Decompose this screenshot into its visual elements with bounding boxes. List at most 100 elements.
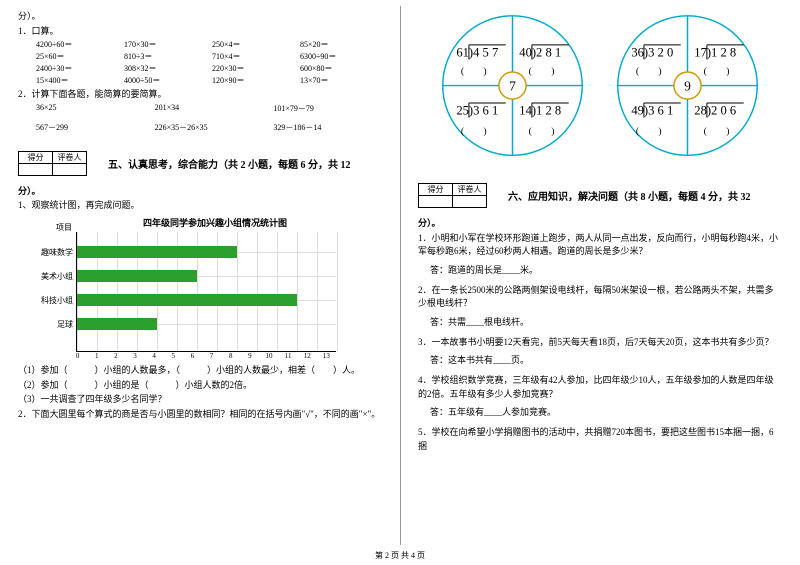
x-tick-label: 0 (68, 352, 87, 360)
c2-br: 28)2 0 6 (694, 104, 736, 118)
x-tick-label: 7 (202, 352, 221, 360)
calc-cell: 120×90＝ (212, 75, 294, 86)
fen2: 分）。 (18, 185, 382, 198)
rq2: 2．在一条长2500米的公路两侧架设电线杆，每隔50米架设一根，若公路两头不架，… (418, 284, 782, 311)
chart-title: 四年级同学参加兴趣小组情况统计图 (48, 216, 382, 229)
ra4: 答：五年级有____人参加竞赛。 (430, 405, 782, 418)
rq4: 4．学校组织数学竞赛，三年级有42人参加，比四年级少10人，五年级参加的人数是四… (418, 374, 782, 401)
calc-cell: 226×35－26×35 (155, 122, 264, 133)
bar-chart: 四年级同学参加兴趣小组情况统计图 项目 趣味数学美术小组科技小组足球 01234… (48, 216, 382, 360)
x-tick-label: 11 (279, 352, 298, 360)
q5-1: 1、观察统计图，再完成问题。 (18, 199, 382, 212)
c1-bl: 25)3 6 1 (456, 104, 498, 118)
calc-cell: 15×400＝ (36, 75, 118, 86)
paren: ( ) (529, 126, 555, 137)
x-tick-label: 6 (183, 352, 202, 360)
x-tick-label: 1 (87, 352, 106, 360)
score-table: 得分评卷人 (18, 151, 87, 176)
column-divider (400, 6, 401, 545)
y-category-label: 科技小组 (37, 295, 73, 306)
q1-label: 1．口算。 (18, 25, 382, 38)
calc-cell: 308×32＝ (124, 63, 206, 74)
paren: ( ) (704, 126, 730, 137)
c1-tl: 61)4 5 7 (456, 46, 498, 60)
calc-cell: 101×79－79 (273, 103, 382, 114)
score-h1-r: 得分 (419, 184, 453, 196)
calc-cell: 710×4＝ (212, 51, 294, 62)
section5-title: 五、认真思考，综合能力（共 2 小题，每题 6 分，共 12 (108, 160, 351, 171)
calc-grid: 4200÷60＝ 170×30＝ 250×4＝ 85×20＝ 25×60＝ 81… (36, 39, 382, 86)
paren: ( ) (461, 126, 487, 137)
ra1: 答：跑道的周长是____米。 (430, 263, 782, 276)
chart-bar (77, 246, 237, 258)
calc-cell: 600×80＝ (300, 63, 382, 74)
sub3: （3）一共调查了四年级多少名同学？ (18, 393, 382, 406)
rq1: 1．小明和小军在学校环形跑道上跑步，两人从同一点出发，反向而行，小明每秒跑4米，… (418, 232, 782, 259)
calc-cell: 6300÷90＝ (300, 51, 382, 62)
x-tick-label: 9 (240, 352, 259, 360)
c1-br: 14)1 2 8 (519, 104, 561, 118)
fen-suffix: 分）。 (18, 10, 382, 23)
page-footer: 第 2 页 共 4 页 (0, 550, 800, 561)
fen-r: 分）。 (418, 217, 782, 230)
sub1: （1）参加（ ）小组的人数最多，（ ）小组的人数最少，相差（ ）人。 (18, 364, 382, 377)
y-category-label: 足球 (37, 319, 73, 330)
ra2: 答：共需____根电线杆。 (430, 315, 782, 328)
q2-label: 2．计算下面各题，能简算的要简算。 (18, 88, 382, 101)
calc-cell: 201×34 (155, 103, 264, 114)
calc-cell: 25×60＝ (36, 51, 118, 62)
chart-bar (77, 294, 297, 306)
circles-diagram: 7 61)4 5 7 40)2 8 1 25)3 6 1 14)1 2 8 ( … (418, 10, 782, 165)
x-tick-label: 13 (317, 352, 336, 360)
ra3: 答：这本书共有____页。 (430, 353, 782, 366)
calc-cell: 220×30＝ (212, 63, 294, 74)
score-h1: 得分 (19, 151, 53, 163)
calc-cell: 250×4＝ (212, 39, 294, 50)
x-tick-label: 4 (145, 352, 164, 360)
x-tick-label: 8 (221, 352, 240, 360)
calc-cell: 810÷3＝ (124, 51, 206, 62)
x-tick-label: 12 (298, 352, 317, 360)
paren: ( ) (461, 66, 487, 77)
calc-cell: 13×70＝ (300, 75, 382, 86)
center-1: 7 (509, 78, 516, 93)
paren: ( ) (529, 66, 555, 77)
c2-bl: 49)3 6 1 (631, 104, 673, 118)
c2-tr: 17)1 2 8 (694, 46, 736, 60)
calc-cell: 567－299 (36, 122, 145, 133)
score-table-r: 得分评卷人 (418, 183, 487, 208)
chart-bar (77, 318, 157, 330)
score-h2-r: 评卷人 (453, 184, 487, 196)
left-column: 分）。 1．口算。 4200÷60＝ 170×30＝ 250×4＝ 85×20＝… (0, 0, 400, 540)
score-h2: 评卷人 (53, 151, 87, 163)
x-labels: 012345678910111213 (68, 352, 336, 360)
y-axis-label: 项目 (56, 222, 72, 233)
x-tick-label: 2 (106, 352, 125, 360)
circle-1: 7 61)4 5 7 40)2 8 1 25)3 6 1 14)1 2 8 ( … (430, 10, 595, 165)
paren: ( ) (704, 66, 730, 77)
paren: ( ) (636, 126, 662, 137)
calc-cell: 4000÷50＝ (124, 75, 206, 86)
rq3: 3．一本故事书小明要12天看完，前5天每天看18页，后7天每天20页，这本书共有… (418, 336, 782, 350)
sub2: （2）参加（ ）小组的是（ ）小组人数的2倍。 (18, 379, 382, 392)
calc-cell: 329－186－14 (273, 122, 382, 133)
y-category-label: 美术小组 (37, 271, 73, 282)
calc-cell: 170×30＝ (124, 39, 206, 50)
calc2-row2: 567－299 226×35－26×35 329－186－14 (36, 122, 382, 133)
c1-tr: 40)2 8 1 (519, 46, 561, 60)
right-column: 7 61)4 5 7 40)2 8 1 25)3 6 1 14)1 2 8 ( … (400, 0, 800, 540)
q5-2: 2．下面大圆里每个算式的商是否与小圆里的数相同？相同的在括号内画"√"，不同的画… (18, 408, 382, 421)
c2-tl: 36)3 2 0 (631, 46, 673, 60)
rq5: 5．学校在向希望小学捐赠图书的活动中，共捐赠720本图书，要把这些图书15本捆一… (418, 426, 782, 453)
calc-cell: 4200÷60＝ (36, 39, 118, 50)
paren: ( ) (636, 66, 662, 77)
section6-title: 六、应用知识，解决问题（共 8 小题，每题 4 分，共 32 (508, 192, 751, 203)
chart-area: 趣味数学美术小组科技小组足球 (76, 232, 336, 352)
x-tick-label: 10 (259, 352, 278, 360)
center-2: 9 (684, 78, 691, 93)
calc-cell: 85×20＝ (300, 39, 382, 50)
calc-cell: 36×25 (36, 103, 145, 114)
x-tick-label: 3 (125, 352, 144, 360)
calc-cell: 2400÷30＝ (36, 63, 118, 74)
chart-bar (77, 270, 197, 282)
